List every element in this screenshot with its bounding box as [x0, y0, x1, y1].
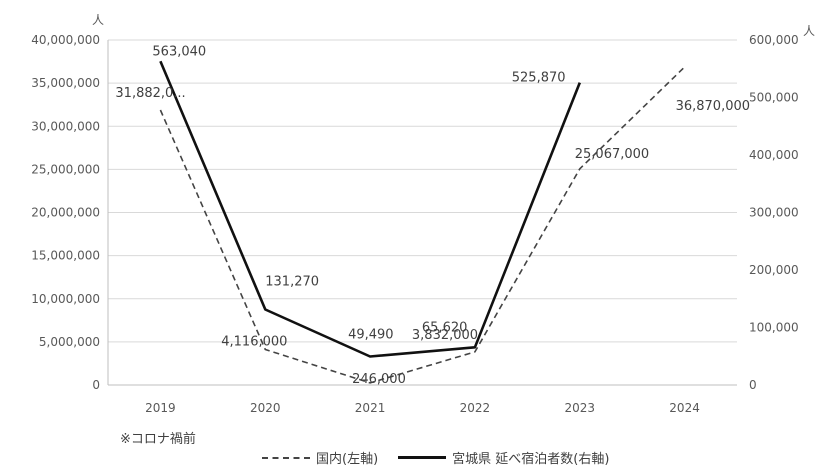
- right-tick-label: 100,000: [749, 321, 799, 335]
- legend-label-domestic: 国内(左軸): [316, 452, 379, 467]
- x-tick-label: 2021: [355, 401, 386, 415]
- left-tick-label: 5,000,000: [39, 335, 100, 349]
- legend-swatch-miyagi: [398, 456, 447, 459]
- data-label-miyagi: 131,270: [265, 275, 319, 290]
- grid-lines: [107, 39, 737, 386]
- right-tick-label: 0: [749, 378, 757, 392]
- legend-label-miyagi: 宮城県 延べ宿泊者数(右軸): [452, 452, 610, 467]
- data-label-domestic: 3,832,000: [412, 328, 478, 343]
- x-tick-label: 2020: [250, 401, 281, 415]
- legend-swatch-domestic: [262, 456, 310, 459]
- left-tick-label: 10,000,000: [31, 292, 100, 306]
- x-tick-label: 2022: [460, 401, 491, 415]
- data-label-miyagi: 563,040: [152, 44, 206, 59]
- data-label-miyagi: 525,870: [512, 71, 566, 86]
- right-tick-label: 200,000: [749, 263, 799, 277]
- data-labels: 31,882,0... 4,116,000 246,000 3,832,000 25,0…: [115, 44, 750, 387]
- left-tick-label: 25,000,000: [31, 162, 100, 176]
- right-axis: 0 100,000 200,000 300,000 400,000 500,000 600,…: [749, 33, 799, 392]
- x-tick-label: 2024: [669, 401, 700, 415]
- right-axis-unit: 人: [803, 24, 815, 38]
- left-tick-label: 30,000,000: [31, 119, 100, 133]
- data-label-domestic: 246,000: [352, 372, 406, 387]
- left-axis: 0 5,000,000 10,000,000 15,000,000 20,000,000…: [31, 33, 100, 392]
- data-label-domestic: 31,882,0...: [115, 86, 185, 101]
- right-tick-label: 300,000: [749, 206, 799, 220]
- left-tick-label: 20,000,000: [31, 206, 100, 220]
- left-tick-label: 35,000,000: [31, 76, 100, 90]
- data-label-miyagi: 65,620: [422, 320, 468, 335]
- x-tick-label: 2019: [145, 401, 176, 415]
- left-tick-label: 15,000,000: [31, 249, 100, 263]
- right-tick-label: 400,000: [749, 148, 799, 162]
- right-tick-label: 600,000: [749, 33, 799, 47]
- data-label-domestic: 36,870,000: [676, 99, 750, 114]
- left-tick-label: 0: [92, 378, 100, 392]
- left-tick-label: 40,000,000: [31, 33, 100, 47]
- left-axis-unit: 人: [92, 13, 104, 27]
- x-axis: 2019 2020 2021 2022 2023 2024: [145, 401, 700, 415]
- series-lines: [159, 60, 686, 384]
- series-line-miyagi: [159, 60, 582, 358]
- data-label-domestic: 25,067,000: [575, 147, 649, 162]
- data-label-miyagi: 49,490: [348, 328, 394, 343]
- legend: 国内(左軸) 宮城県 延べ宿泊者数(右軸): [262, 448, 609, 467]
- pre-covid-note: ※コロナ禍前: [120, 432, 196, 447]
- x-tick-label: 2023: [564, 401, 595, 415]
- right-tick-label: 500,000: [749, 91, 799, 105]
- data-label-domestic: 4,116,000: [221, 334, 287, 349]
